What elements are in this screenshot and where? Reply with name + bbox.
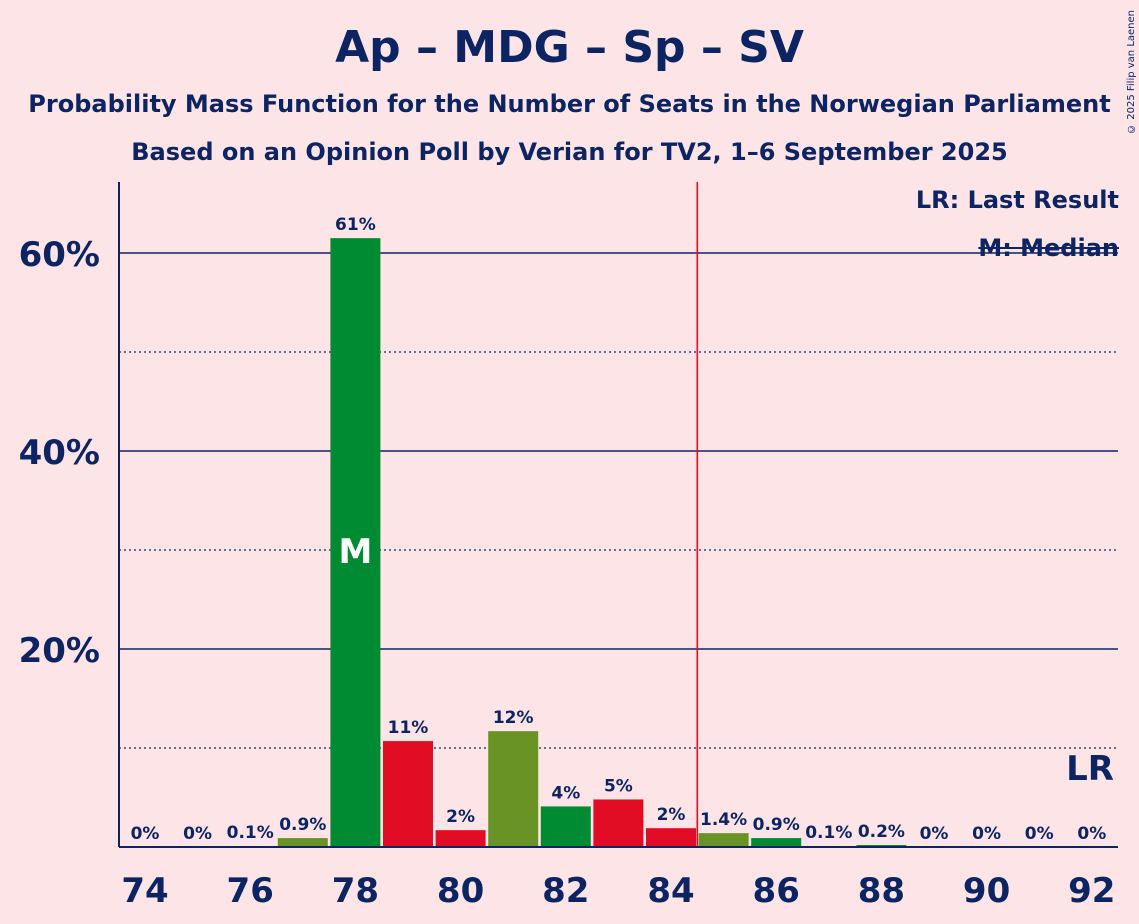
data-label: 0%	[131, 824, 160, 844]
chart-source: Based on an Opinion Poll by Verian for T…	[131, 138, 1008, 166]
bar	[646, 828, 696, 847]
bar	[277, 838, 328, 847]
bar	[540, 806, 591, 847]
bar	[593, 799, 644, 847]
data-labels-group: 0% 0% 0.1% 0.9%61%11%2%12%4% 5%2% 1.4% 0.9% 0.1…	[131, 215, 1107, 844]
x-tick-label: 84	[647, 871, 694, 911]
data-label: 0%	[972, 824, 1001, 844]
data-label: 5%	[604, 776, 633, 796]
bar	[488, 731, 539, 847]
x-tick-label: 82	[542, 871, 589, 911]
x-tick-label: 80	[437, 871, 484, 911]
axes-group: 20% 40% 60% LR 74 76 78 80 82 84 86 88 90 92	[19, 182, 1118, 911]
bar	[751, 838, 802, 847]
median-marker: M	[338, 532, 372, 572]
data-label: 61%	[335, 215, 376, 235]
grid-lines	[119, 252, 1118, 749]
chart-title: Ap – MDG – Sp – SV	[335, 22, 804, 73]
x-tick-label: 88	[858, 871, 905, 911]
bar	[383, 741, 433, 847]
bar	[435, 830, 486, 847]
x-tick-label: 86	[753, 871, 800, 911]
data-label: 0.9%	[753, 815, 800, 835]
data-label: 0%	[1077, 824, 1106, 844]
legend-median: M: Median	[978, 234, 1119, 262]
y-tick-label: 40%	[19, 433, 100, 473]
y-tick-label: 60%	[19, 235, 100, 275]
data-label: 0%	[1025, 824, 1054, 844]
data-label: 1.4%	[700, 810, 747, 830]
x-tick-label: 92	[1068, 871, 1115, 911]
y-tick-label: 20%	[19, 631, 100, 671]
last-result-marker: LR	[1066, 749, 1114, 789]
data-label: 0.1%	[805, 823, 852, 843]
x-tick-label: 76	[227, 871, 274, 911]
data-label: 12%	[493, 708, 534, 728]
data-label: 4%	[551, 783, 580, 803]
data-label: 0.9%	[279, 815, 326, 835]
bar	[330, 238, 381, 847]
chart-subtitle: Probability Mass Function for the Number…	[28, 90, 1111, 118]
data-label: 0.1%	[227, 823, 274, 843]
data-label: 0.2%	[858, 822, 905, 842]
bar	[698, 833, 749, 847]
x-tick-label: 78	[332, 871, 379, 911]
data-label: 2%	[446, 807, 475, 827]
x-tick-label: 90	[963, 871, 1010, 911]
legend-last-result: LR: Last Result	[915, 186, 1119, 214]
data-label: 0%	[183, 824, 212, 844]
data-label: 0%	[920, 824, 949, 844]
data-label: 11%	[388, 718, 429, 738]
data-label: 2%	[657, 805, 686, 825]
bars-group	[225, 238, 907, 847]
x-tick-label: 74	[121, 871, 168, 911]
